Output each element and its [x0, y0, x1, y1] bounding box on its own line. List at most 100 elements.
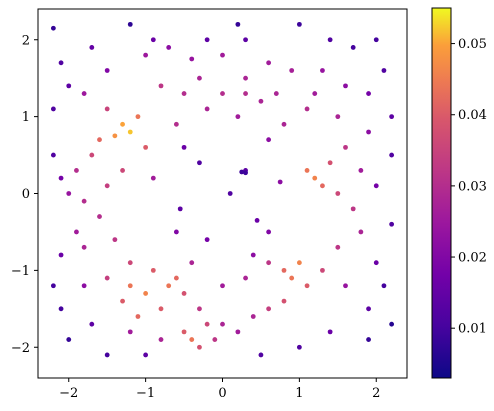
colorbar-tick-label: 0.03 [458, 179, 487, 194]
data-point [281, 267, 287, 273]
data-point [243, 75, 248, 81]
data-point [58, 175, 64, 181]
data-point [177, 206, 183, 212]
data-point [289, 68, 295, 73]
data-point [81, 244, 87, 250]
data-point [250, 314, 256, 319]
data-point [181, 291, 187, 296]
data-point [220, 52, 225, 58]
data-point [104, 352, 110, 358]
data-point [220, 321, 225, 327]
data-point [366, 337, 371, 342]
data-point [120, 298, 125, 304]
data-point [120, 168, 125, 173]
data-point [204, 106, 210, 112]
data-point [50, 152, 56, 158]
data-point [104, 106, 110, 112]
colorbar-tick-label: 0.01 [458, 322, 487, 337]
data-point [158, 83, 164, 89]
data-point [381, 68, 387, 73]
x-axis: −2 −1 0 1 2 [59, 378, 380, 401]
data-point [243, 37, 248, 43]
data-point [120, 121, 125, 127]
data-point [158, 306, 164, 312]
data-point [250, 252, 256, 258]
x-tick-label: −2 [59, 386, 78, 401]
data-point [97, 137, 102, 143]
data-point [281, 298, 287, 304]
data-point [273, 91, 279, 96]
data-point [343, 283, 348, 289]
data-point [104, 68, 110, 73]
data-point [50, 283, 56, 289]
y-tick-label: 0 [22, 187, 30, 202]
data-point [235, 21, 241, 27]
data-point [373, 260, 379, 266]
data-point [181, 329, 187, 335]
data-point [166, 283, 172, 289]
data-point [112, 133, 118, 139]
data-point [243, 170, 248, 176]
data-point [327, 160, 333, 166]
data-point [166, 45, 172, 50]
x-tick-label: 0 [218, 386, 226, 401]
data-point [127, 129, 133, 135]
y-tick-label: 2 [22, 33, 30, 48]
data-point [296, 260, 302, 266]
data-point [239, 169, 245, 175]
data-point [266, 306, 272, 312]
data-point [173, 229, 179, 235]
data-point [366, 306, 371, 312]
data-point [127, 283, 133, 289]
data-point [266, 260, 272, 266]
data-point [127, 260, 133, 266]
data-point [343, 83, 348, 89]
data-point [143, 52, 149, 58]
data-point [81, 283, 87, 289]
data-point [350, 45, 356, 50]
data-point [335, 191, 341, 196]
colorbar [431, 7, 452, 379]
data-point [97, 214, 102, 219]
data-point [296, 21, 302, 27]
data-point [366, 129, 371, 135]
data-point [381, 283, 387, 289]
colorbar-tick-label: 0.05 [458, 37, 487, 52]
data-point [389, 221, 395, 227]
data-point [135, 114, 141, 120]
data-point [127, 21, 133, 27]
data-point [212, 337, 218, 342]
data-point [220, 91, 225, 96]
data-point [150, 37, 156, 43]
data-point [204, 37, 210, 43]
data-point [135, 314, 141, 319]
data-point [204, 321, 210, 327]
data-point [258, 352, 264, 358]
data-point [320, 183, 325, 189]
data-point [289, 275, 295, 281]
data-point [320, 267, 325, 273]
y-tick-label: −1 [11, 264, 30, 279]
data-point [266, 137, 272, 143]
data-point [258, 98, 264, 104]
data-point [104, 183, 110, 189]
data-point [74, 229, 79, 235]
data-point [312, 91, 318, 96]
data-point [204, 237, 210, 243]
data-point [389, 152, 395, 158]
data-point [343, 144, 348, 150]
data-point [335, 244, 341, 250]
data-point [158, 337, 164, 342]
data-point [312, 175, 318, 181]
data-point [235, 329, 241, 335]
y-axis: −2 −1 0 1 2 [11, 33, 38, 356]
data-point [304, 106, 310, 112]
data-point [104, 275, 110, 281]
data-point [181, 91, 187, 96]
data-point [89, 321, 95, 327]
data-point [173, 121, 179, 127]
data-point [81, 91, 87, 96]
data-point [373, 183, 379, 189]
plot-area [50, 21, 395, 358]
